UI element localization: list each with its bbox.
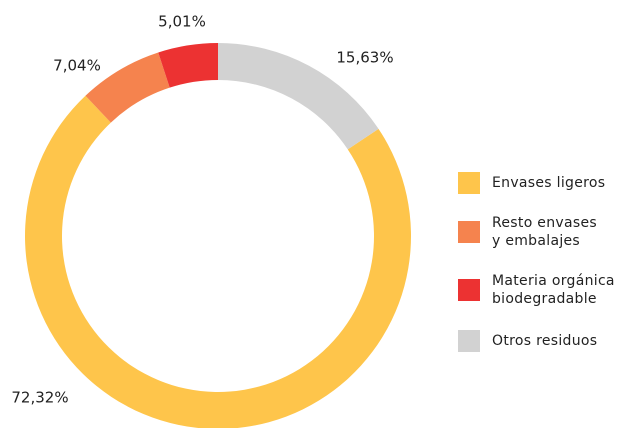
donut-slice [85, 52, 170, 123]
legend-label: Materia orgánica biodegradable [492, 273, 615, 307]
legend-swatch [458, 279, 480, 301]
donut-slice [158, 43, 218, 88]
legend-item: Resto envases y embalajes [458, 214, 597, 250]
legend-item: Envases ligeros [458, 165, 605, 201]
data-label: 15,63% [336, 49, 393, 67]
donut-slice [25, 95, 411, 428]
data-label: 7,04% [53, 57, 101, 75]
legend-swatch [458, 172, 480, 194]
data-label: 5,01% [158, 13, 206, 31]
legend-swatch [458, 330, 480, 352]
legend-label: Envases ligeros [492, 175, 606, 191]
legend-label: Otros residuos [492, 333, 598, 349]
legend-swatch [458, 221, 480, 243]
data-label: 72,32% [11, 389, 68, 407]
legend-item: Materia orgánica biodegradable [458, 272, 615, 308]
donut-slice [218, 43, 379, 150]
legend-label: Resto envases y embalajes [492, 215, 597, 249]
legend-item: Otros residuos [458, 323, 597, 359]
